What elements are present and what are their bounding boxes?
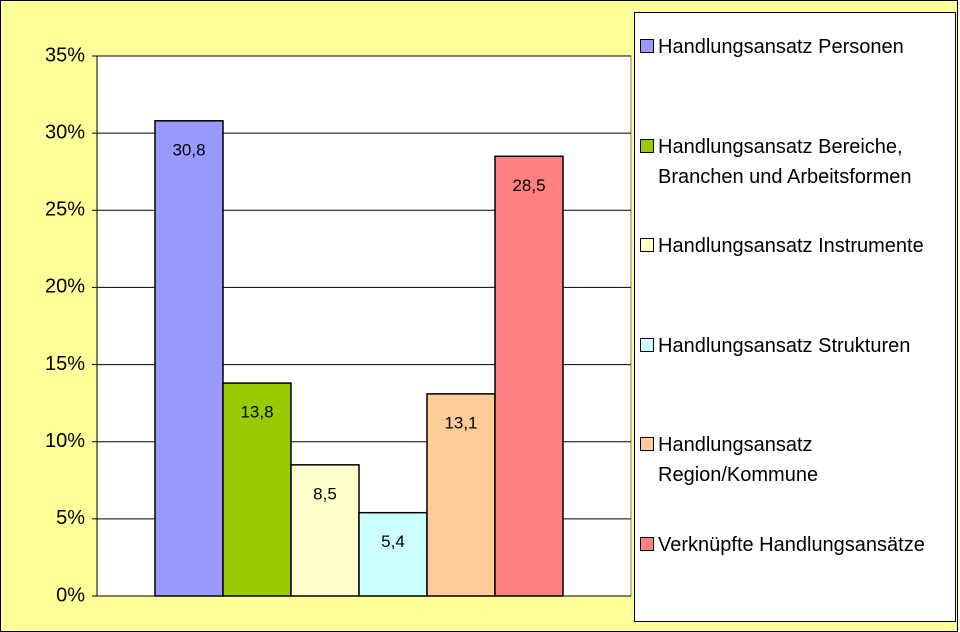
legend-label: Handlungsansatz Region/Kommune (658, 434, 819, 486)
legend-item: Handlungsansatz Personen (640, 32, 940, 62)
legend-label: Verknüpfte Handlungsansätze (658, 533, 925, 556)
data-label: 28,5 (512, 176, 545, 195)
legend-box (634, 12, 956, 622)
legend-swatch (640, 138, 654, 153)
y-tick-label: 0% (56, 584, 85, 606)
legend-label: Handlungsansatz Bereiche, Branchen und A… (658, 135, 912, 188)
legend-label: Handlungsansatz Instrumente (658, 235, 924, 257)
legend-item: Handlungsansatz Bereiche, Branchen und A… (640, 132, 940, 192)
legend-swatch (640, 238, 654, 252)
data-label: 5,4 (381, 532, 405, 551)
legend-item: Verknüpfte Handlungsansätze (640, 530, 940, 560)
bar (426, 393, 496, 597)
legend-swatch (640, 536, 654, 551)
y-tick-label: 5% (56, 507, 85, 529)
y-tick-label: 25% (45, 199, 85, 221)
y-tick-label: 10% (45, 430, 85, 452)
bar (494, 155, 564, 597)
legend-item: Handlungsansatz Region/Kommune (640, 430, 940, 490)
y-tick-label: 35% (45, 44, 85, 66)
bar (290, 464, 360, 597)
y-tick-label: 20% (45, 276, 85, 298)
data-label: 13,1 (444, 413, 477, 432)
legend-label: Handlungsansatz Strukturen (658, 334, 911, 357)
y-tick-label: 30% (45, 121, 85, 143)
legend-item: Handlungsansatz Strukturen (640, 331, 940, 361)
bar (154, 120, 224, 597)
legend-item: Handlungsansatz Instrumente (640, 231, 940, 261)
data-label: 30,8 (172, 140, 205, 159)
bar (358, 511, 428, 597)
data-label: 13,8 (240, 403, 273, 422)
legend-label: Handlungsansatz Personen (658, 36, 904, 58)
legend-swatch (640, 39, 654, 53)
data-label: 8,5 (313, 484, 337, 503)
y-tick-label: 15% (45, 353, 85, 375)
legend-swatch (640, 437, 654, 451)
bar (222, 382, 292, 597)
legend-swatch (640, 337, 654, 352)
